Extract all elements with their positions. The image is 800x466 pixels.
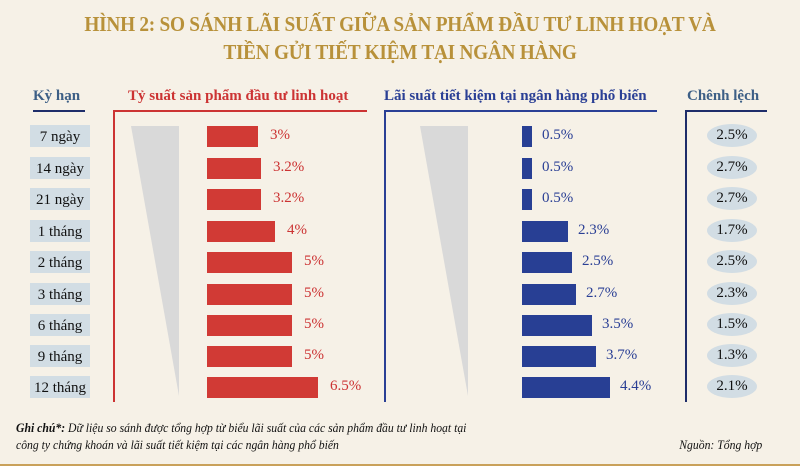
difference-panel [685,110,767,402]
savings-value: 0.5% [542,159,574,175]
flexible-value: 6.5% [330,378,362,394]
difference-pill: 1.5% [707,313,757,336]
savings-column-header: Lãi suất tiết kiệm tại ngân hàng phổ biế… [384,88,647,104]
savings-value: 2.5% [582,253,614,269]
difference-pill: 2.5% [707,250,757,273]
bottom-rule [0,464,800,466]
difference-pill: 2.3% [707,282,757,305]
flexible-bar [207,189,261,210]
flexible-value: 3.2% [273,190,305,206]
flexible-bar [207,126,258,147]
difference-pill: 1.7% [707,219,757,242]
savings-value: 0.5% [542,190,574,206]
difference-pill: 1.3% [707,344,757,367]
chart-title-line-1: HÌNH 2: SO SÁNH LÃI SUẤT GIỮA SẢN PHẨM Đ… [84,12,716,36]
footnote-text: Dữ liệu so sánh được tổng hợp từ biểu lã… [65,420,467,435]
savings-bar [522,221,568,242]
savings-bar [522,284,576,305]
savings-bar [522,252,572,273]
difference-pill: 2.7% [707,187,757,210]
decreasing-wedge-icon [420,126,468,396]
term-label: 3 tháng [30,283,90,305]
savings-value: 2.3% [578,222,610,238]
chart-title-line-2: TIỀN GỬI TIẾT KIỆM TẠI NGÂN HÀNG [223,40,577,64]
flexible-panel [113,110,367,402]
savings-bar [522,158,532,179]
term-label: 2 tháng [30,251,90,273]
flexible-bar [207,221,275,242]
flexible-bar [207,346,292,367]
flexible-value: 4% [287,222,307,238]
footnote: Ghi chú*: Dữ liệu so sánh được tổng hợp … [16,419,466,453]
flexible-bar [207,252,292,273]
difference-pill: 2.5% [707,124,757,147]
difference-pill: 2.1% [707,375,757,398]
term-label: 6 tháng [30,314,90,336]
flexible-bar [207,158,261,179]
term-label: 12 tháng [30,376,90,398]
term-label: 9 tháng [30,345,90,367]
flexible-bar [207,315,292,336]
footnote-text-2: công ty chứng khoán và lãi suất tiết kiệ… [16,437,339,452]
savings-bar [522,126,532,147]
savings-panel [384,110,657,402]
decreasing-wedge-icon [131,126,179,396]
difference-pill: 2.7% [707,156,757,179]
term-header-underline [33,110,85,112]
flexible-bar [207,377,318,398]
flexible-bar [207,284,292,305]
savings-value: 4.4% [620,378,652,394]
savings-bar [522,346,596,367]
savings-value: 2.7% [586,285,618,301]
flexible-value: 3.2% [273,159,305,175]
term-label: 7 ngày [30,125,90,147]
term-label: 14 ngày [30,157,90,179]
savings-value: 0.5% [542,127,574,143]
flexible-value: 5% [304,347,324,363]
flexible-value: 5% [304,253,324,269]
savings-bar [522,189,532,210]
source-note: Nguồn: Tổng hợp [679,437,762,452]
flexible-column-header: Tỷ suất sản phẩm đầu tư linh hoạt [128,88,349,104]
flexible-value: 5% [304,285,324,301]
term-label: 1 tháng [30,220,90,242]
savings-value: 3.5% [602,316,634,332]
flexible-value: 5% [304,316,324,332]
savings-bar [522,315,592,336]
savings-bar [522,377,610,398]
flexible-value: 3% [270,127,290,143]
savings-value: 3.7% [606,347,638,363]
term-label: 21 ngày [30,188,90,210]
difference-column-header: Chênh lệch [687,88,760,104]
term-column-header: Kỳ hạn [33,88,81,104]
footnote-label: Ghi chú*: [16,420,66,435]
